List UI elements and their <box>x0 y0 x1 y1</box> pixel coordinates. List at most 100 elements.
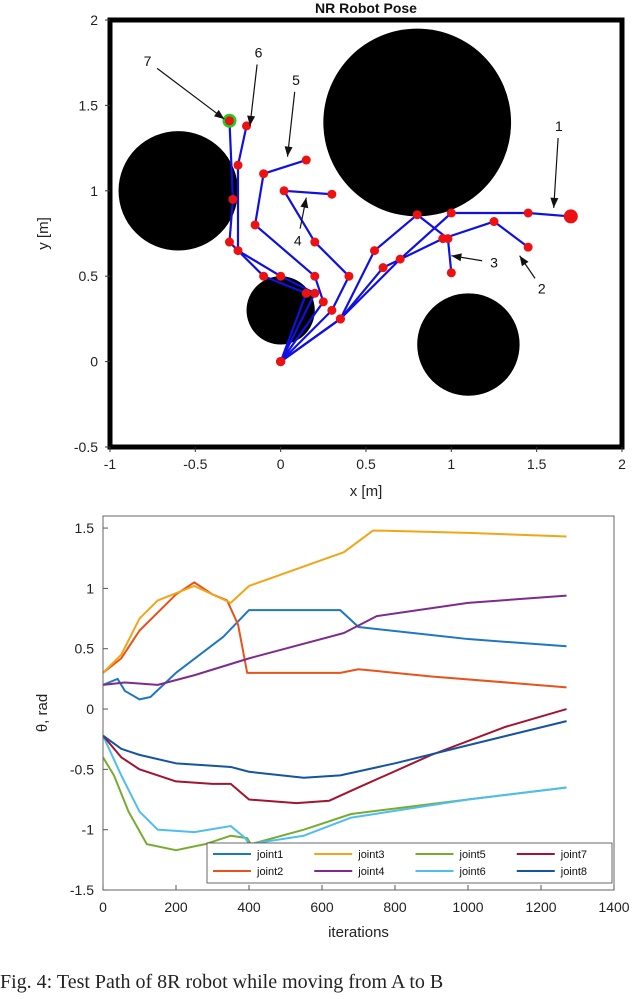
legend-label-joint2: joint2 <box>256 866 283 878</box>
x-tick-label: 1.5 <box>527 456 547 472</box>
x-axis-label: iterations <box>328 924 389 941</box>
x-tick-label: -1 <box>104 456 117 472</box>
joint-point <box>412 210 422 220</box>
series-line-joint7 <box>102 708 567 805</box>
robot-pose-4-links <box>279 189 351 363</box>
legend: joint1 joint2 joint3 joint4 joint5 joint6 join… <box>206 842 613 884</box>
y-tick-label: 1 <box>86 580 94 596</box>
annotation-label-4: 4 <box>294 232 302 248</box>
pose-annotations: 1 2 3 4 5 6 7 <box>144 45 563 297</box>
x-tick-label: 1 <box>447 456 455 472</box>
y-axis-ticks: 1.5 1 0.5 0 -0.5 -1 -1.5 <box>70 520 108 898</box>
annotation-label-1: 1 <box>555 118 563 134</box>
legend-box <box>206 842 613 884</box>
chart-title: NR Robot Pose <box>315 0 417 16</box>
end-effector <box>327 189 337 199</box>
y-axis-label: y [m] <box>35 217 52 250</box>
y-tick-label: 0.5 <box>79 268 99 284</box>
x-tick-label: 400 <box>237 899 261 915</box>
y-axis-label: θ, rad <box>34 694 51 732</box>
series-line-joint6 <box>102 735 567 846</box>
joint-point <box>395 254 405 264</box>
legend-label-joint4: joint4 <box>357 866 384 878</box>
joint-point <box>378 263 388 273</box>
annotation-arrow-head <box>300 197 309 209</box>
annotation-arrow-head <box>213 109 225 120</box>
joint-point <box>250 220 260 230</box>
y-tick-label: 1.5 <box>75 520 95 536</box>
joint-point <box>310 237 320 247</box>
joint-point <box>276 271 286 281</box>
joint-point <box>443 234 453 244</box>
annotation-label-5: 5 <box>292 72 300 88</box>
x-axis-ticks: -1 -0.5 0 0.5 1 1.5 2 <box>104 447 626 472</box>
robot-pose-chart: NR Robot Pose 1 2 3 4 5 6 7 -1 -0.5 0 0.5 1 1.5 2 -0… <box>35 0 626 500</box>
annotation-arrow-line <box>553 137 559 208</box>
end-effector <box>301 155 311 165</box>
annotation-arrow-head <box>550 197 559 208</box>
y-tick-label: 0 <box>86 701 94 717</box>
legend-label-joint1: joint1 <box>256 849 283 861</box>
joint-point <box>446 208 456 218</box>
robot-joints <box>222 113 578 367</box>
x-tick-label: 2 <box>618 456 626 472</box>
x-axis-label: x [m] <box>350 483 383 500</box>
end-effector <box>563 209 578 224</box>
robot-pose-7-links <box>228 120 308 362</box>
series-line-joint4 <box>102 594 567 686</box>
x-tick-label: 200 <box>164 899 188 915</box>
annotation-arrow-line <box>156 67 225 120</box>
annotation-label-7: 7 <box>144 53 152 69</box>
x-axis-ticks: 0 200 400 600 800 1000 1200 1400 <box>99 885 630 915</box>
end-effector <box>446 268 456 278</box>
end-effector <box>224 116 234 126</box>
end-effector <box>242 121 252 131</box>
annotation-label-2: 2 <box>538 280 546 296</box>
series-line-joint5 <box>102 756 567 852</box>
end-effector <box>523 242 533 252</box>
obstacles <box>118 28 520 396</box>
y-tick-label: -0.5 <box>70 761 94 777</box>
joint-point <box>279 186 289 196</box>
x-tick-label: 0.5 <box>356 456 376 472</box>
joint-point <box>259 169 269 179</box>
robot-links <box>228 120 571 363</box>
joint-point <box>344 271 354 281</box>
annotation-label-6: 6 <box>255 45 263 61</box>
annotation-arrow-line <box>286 91 296 157</box>
joint-point <box>310 271 320 281</box>
annotation-arrow-head <box>247 115 256 126</box>
y-tick-label: 1.5 <box>79 97 99 113</box>
y-tick-label: -0.5 <box>74 439 98 455</box>
joint-point <box>523 208 533 218</box>
robot-pose-3-links <box>280 213 453 363</box>
plot-frame <box>102 515 615 891</box>
joint-point <box>327 305 337 315</box>
joint-point <box>318 297 328 307</box>
x-tick-label: 0 <box>277 456 285 472</box>
y-axis-ticks: -0.5 0 0.5 1 1.5 2 <box>74 12 110 455</box>
annotation-arrow-head <box>451 253 462 262</box>
x-tick-label: 1000 <box>452 899 483 915</box>
annotation-arrow-head <box>519 255 529 267</box>
x-tick-label: 600 <box>310 899 334 915</box>
y-tick-label: 2 <box>90 12 98 28</box>
joint-point <box>489 217 499 227</box>
y-tick-label: 0 <box>90 354 98 370</box>
legend-label-joint6: joint6 <box>459 866 486 878</box>
annotation-label-3: 3 <box>490 255 498 271</box>
obstacle-circle <box>323 28 512 217</box>
x-tick-label: 0 <box>99 899 107 915</box>
joint-point <box>301 288 311 298</box>
figure-caption: Fig. 4: Test Path of 8R robot while movi… <box>0 971 444 993</box>
y-tick-label: -1.5 <box>70 882 94 898</box>
legend-label-joint3: joint3 <box>357 849 384 861</box>
legend-label-joint7: joint7 <box>560 849 587 861</box>
joint-point <box>224 237 234 247</box>
legend-label-joint5: joint5 <box>459 849 486 861</box>
y-tick-label: 1 <box>90 183 98 199</box>
series-lines <box>102 529 567 852</box>
joint-point <box>276 357 286 367</box>
legend-label-joint8: joint8 <box>560 866 587 878</box>
